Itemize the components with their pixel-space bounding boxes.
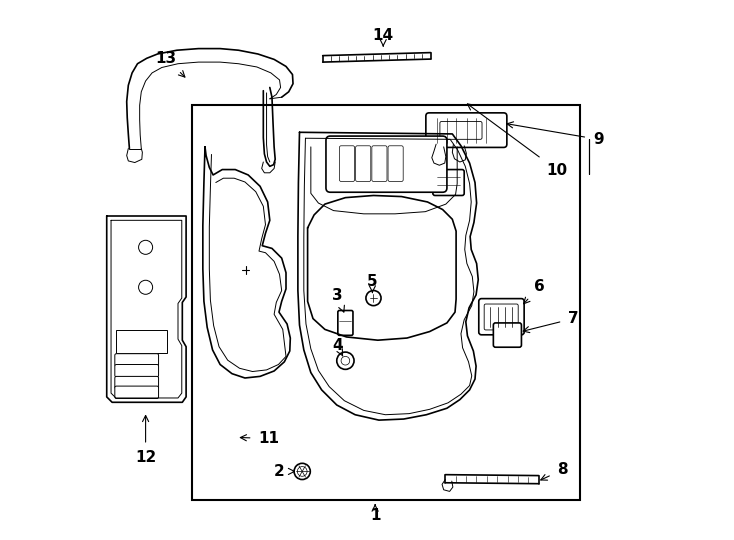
Text: 5: 5 [367, 274, 378, 292]
Bar [117, 330, 167, 353]
Text: 2: 2 [274, 464, 294, 479]
Text: 11: 11 [240, 431, 279, 446]
FancyBboxPatch shape [426, 113, 507, 147]
FancyBboxPatch shape [356, 146, 371, 181]
Text: 3: 3 [332, 288, 344, 312]
FancyBboxPatch shape [372, 146, 387, 181]
FancyBboxPatch shape [115, 376, 159, 389]
FancyBboxPatch shape [326, 136, 447, 192]
Text: 6: 6 [523, 279, 545, 304]
FancyBboxPatch shape [484, 304, 518, 330]
FancyBboxPatch shape [115, 354, 159, 366]
FancyBboxPatch shape [388, 146, 403, 181]
FancyBboxPatch shape [338, 310, 353, 335]
Text: 8: 8 [541, 462, 568, 480]
FancyBboxPatch shape [479, 299, 524, 335]
Text: 7: 7 [523, 311, 578, 333]
Text: 1: 1 [370, 505, 380, 523]
FancyBboxPatch shape [433, 170, 464, 195]
Text: 10: 10 [468, 104, 567, 178]
FancyBboxPatch shape [339, 146, 355, 181]
FancyBboxPatch shape [493, 323, 521, 347]
Text: 14: 14 [373, 28, 393, 46]
Text: 13: 13 [156, 51, 185, 77]
FancyBboxPatch shape [115, 364, 159, 377]
Text: 4: 4 [332, 338, 343, 356]
Text: 9: 9 [507, 122, 603, 147]
FancyBboxPatch shape [115, 386, 159, 399]
Text: 12: 12 [135, 415, 156, 465]
FancyBboxPatch shape [440, 122, 482, 139]
Bar [192, 105, 581, 500]
